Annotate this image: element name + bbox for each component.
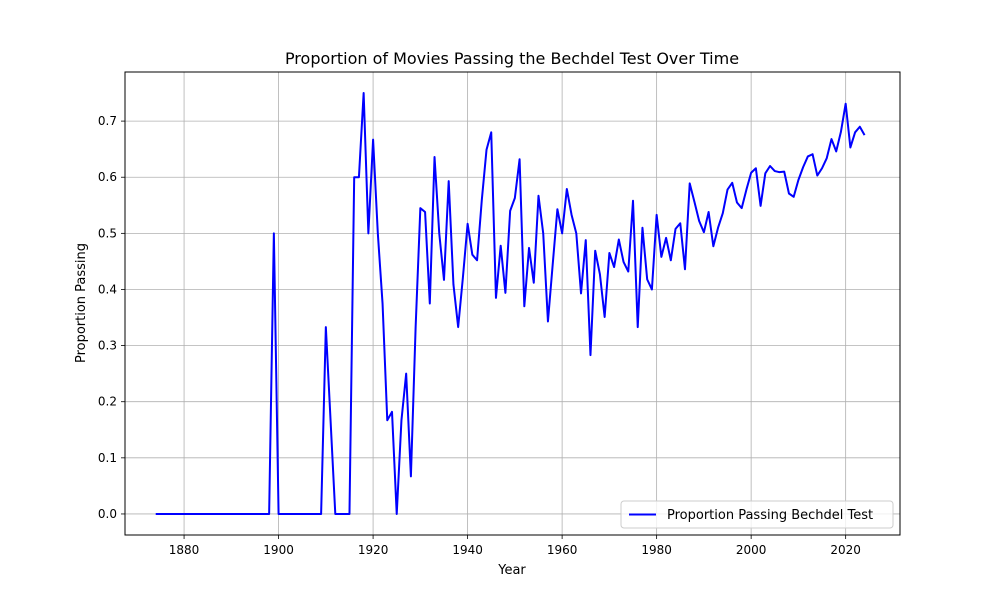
x-tick-label: 1920: [358, 543, 389, 557]
y-tick-label: 0.1: [98, 451, 117, 465]
legend-box: [620, 500, 894, 529]
x-axis-label: Year: [497, 563, 526, 578]
legend-label: Proportion Passing Bechdel Test: [667, 508, 873, 523]
series-line-bechdel-pass: [155, 92, 866, 515]
x-tick-label: 2020: [830, 543, 861, 557]
y-tick-label: 0.6: [98, 170, 117, 184]
x-tick-label: 1960: [547, 543, 578, 557]
legend: Proportion Passing Bechdel Test: [620, 500, 894, 529]
x-tick-label: 1980: [641, 543, 672, 557]
x-tick-label: 1880: [169, 543, 200, 557]
y-tick-label: 0.5: [98, 226, 117, 240]
y-axis-label: Proportion Passing: [74, 243, 89, 363]
plot-area-frame: [124, 71, 901, 536]
x-tick-label: 1940: [452, 543, 483, 557]
y-tick-label: 0.3: [98, 339, 117, 353]
y-tick-label: 0.7: [98, 114, 117, 128]
y-tick-label: 0.4: [98, 282, 117, 296]
chart-title: Proportion of Movies Passing the Bechdel…: [285, 49, 739, 68]
grid: [125, 72, 900, 535]
y-tick-label: 0.0: [98, 507, 117, 521]
x-tick-label: 1900: [263, 543, 294, 557]
x-tick-label: 2000: [736, 543, 767, 557]
y-tick-label: 0.2: [98, 395, 117, 409]
axis-ticks: 1880 1900 1920 1940 1960 1980 2000 2020 0.0 0.1 0.…: [98, 114, 861, 557]
